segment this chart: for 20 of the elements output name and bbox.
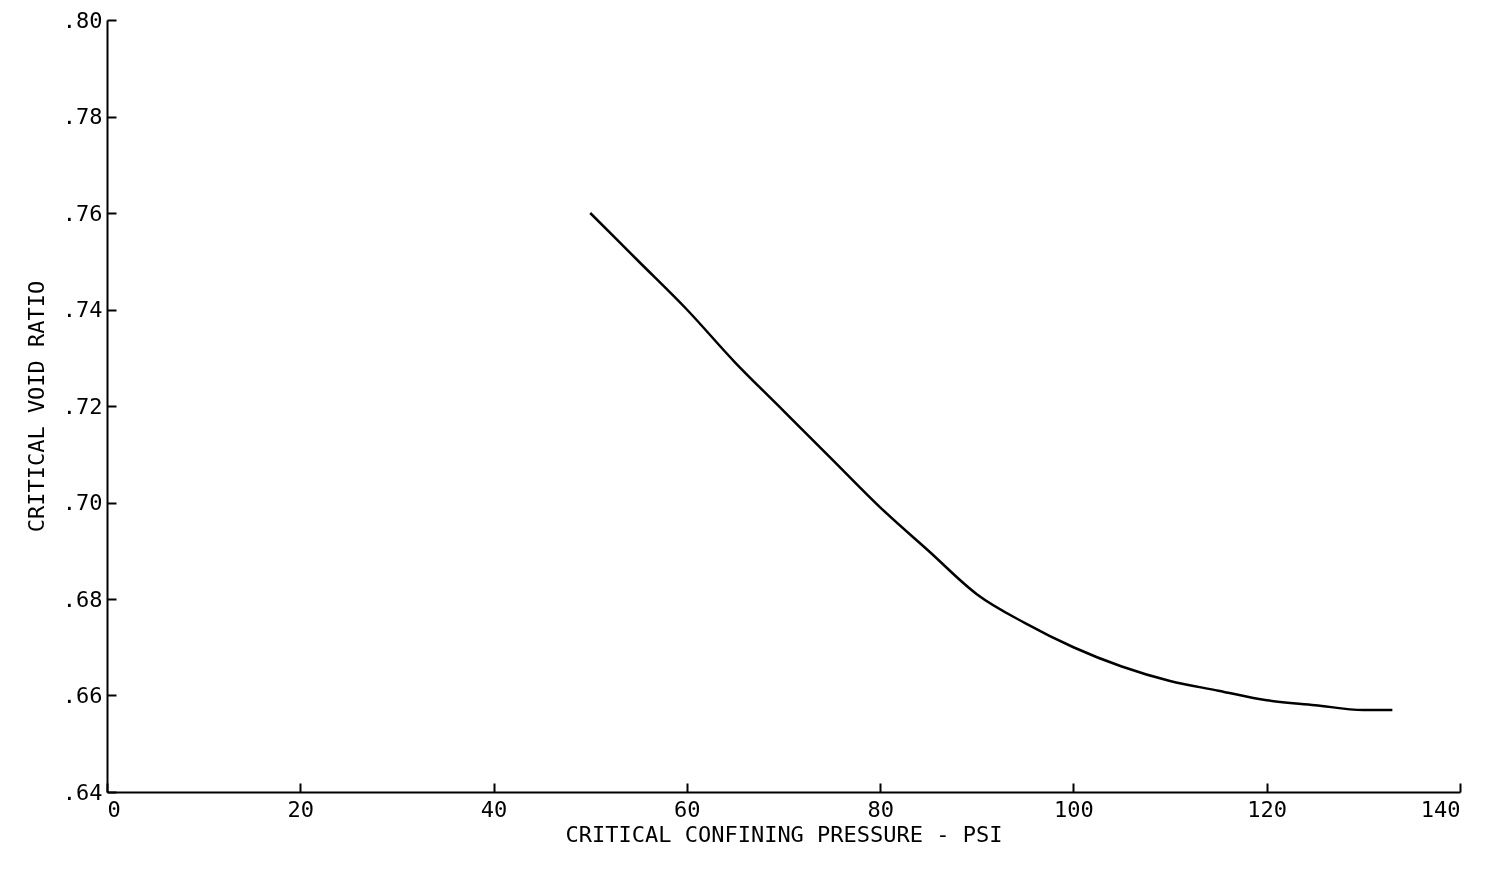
y-tick-label: .72	[62, 393, 103, 419]
line-series	[588, 211, 1394, 712]
x-tick-label: 0	[107, 796, 121, 822]
y-tick-label: .74	[62, 297, 103, 322]
y-tick-label: .76	[62, 200, 103, 226]
y-axis-title: CRITICAL VOID RATIO	[23, 280, 49, 533]
y-tick-label: .64	[62, 779, 103, 805]
x-tick-label: 20	[287, 796, 315, 822]
y-tick-label: .78	[62, 104, 103, 129]
x-tick-label: 140	[1420, 796, 1461, 822]
y-tick-label: .70	[62, 490, 103, 515]
x-tick-label: 60	[674, 796, 701, 822]
x-tick-label: 100	[1054, 796, 1094, 822]
x-tick-label: 120	[1247, 796, 1288, 822]
y-tick-label: .68	[62, 586, 103, 612]
x-tick-label: 80	[867, 796, 894, 822]
x-axis-title: CRITICAL CONFINING PRESSURE - PSI	[565, 821, 1003, 847]
y-tick-label: .80	[62, 7, 103, 33]
y-tick-label: .66	[62, 683, 103, 708]
x-tick-label: 40	[480, 796, 508, 822]
